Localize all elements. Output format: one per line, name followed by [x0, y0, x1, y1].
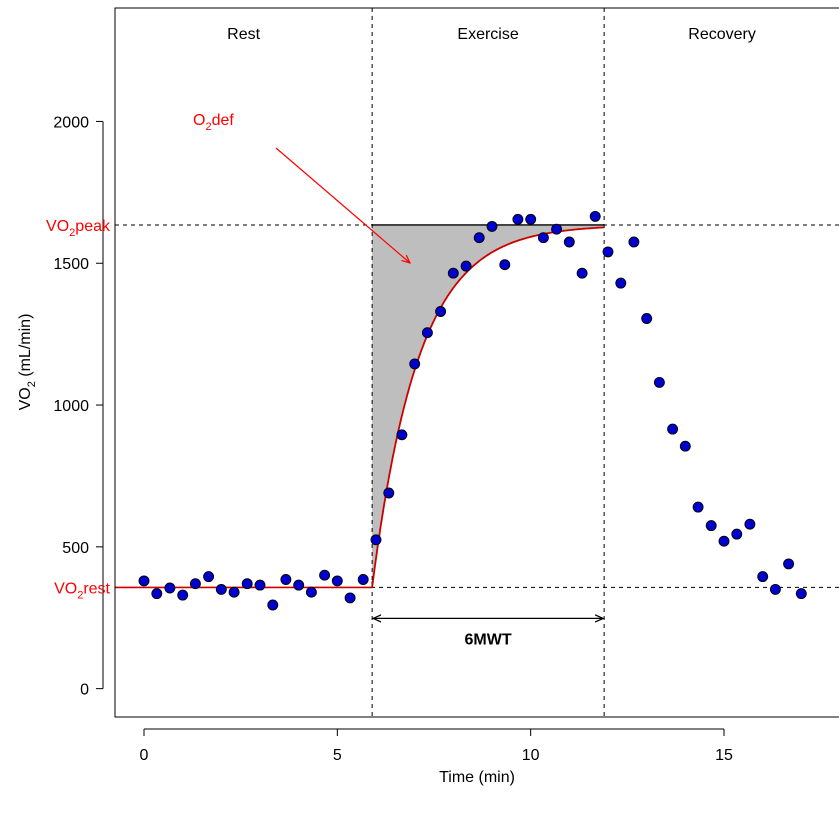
data-point [744, 518, 756, 530]
data-point [615, 277, 627, 289]
data-point [319, 569, 331, 581]
axes: 0 5 10 15 0 500 1000 1500 2000 [53, 114, 733, 764]
data-point [151, 588, 163, 600]
data-point [280, 574, 292, 585]
fit-exponential-curve [371, 226, 605, 588]
y-tick-label: 500 [62, 540, 89, 557]
data-point [705, 520, 717, 532]
data-point [435, 306, 447, 317]
x-tick-label: 0 [140, 747, 149, 764]
data-point [641, 313, 653, 324]
data-point [460, 260, 472, 272]
data-point [177, 589, 189, 601]
data-point [421, 327, 433, 339]
o2-deficit-arrow [275, 147, 410, 263]
plot-frame [114, 7, 839, 718]
data-point [499, 259, 511, 271]
data-point [370, 534, 382, 546]
data-point [783, 558, 795, 570]
data-point [757, 571, 769, 583]
data-point [486, 220, 498, 232]
data-point [254, 579, 266, 591]
data-point [344, 592, 356, 604]
data-point [228, 586, 240, 598]
fit-curve [115, 226, 605, 589]
data-point [576, 267, 588, 279]
data-point [189, 578, 201, 590]
data-point [473, 232, 485, 244]
o2-deficit-label: O2def [193, 112, 234, 133]
phase-label-rest: Rest [227, 26, 260, 43]
phase-label-exercise: Exercise [457, 26, 518, 43]
phase-label-recovery: Recovery [688, 26, 756, 43]
data-point [602, 246, 614, 258]
data-point [305, 586, 317, 598]
data-point [512, 213, 524, 225]
data-point [537, 232, 549, 244]
data-point [241, 578, 253, 590]
data-points [138, 210, 807, 611]
x-tick-label: 10 [522, 747, 540, 764]
data-point [138, 575, 150, 587]
data-point [525, 213, 537, 225]
data-point [769, 583, 781, 595]
data-point [589, 210, 601, 222]
data-point [267, 599, 279, 611]
data-point [692, 501, 704, 513]
data-point [667, 423, 679, 435]
y-tick-label: 1000 [53, 398, 89, 415]
vo2-peak-label: VO2peak [46, 218, 111, 239]
x-axis-title: Time (min) [439, 769, 515, 786]
oxygen-deficit-fill [372, 225, 605, 588]
oxygen-deficit-area [372, 225, 605, 588]
data-point [396, 429, 408, 441]
data-point [383, 487, 395, 499]
x-tick-label: 15 [715, 747, 733, 764]
y-tick-label: 0 [80, 682, 89, 699]
data-point [718, 535, 730, 547]
data-point [653, 376, 665, 388]
y-tick-label: 1500 [53, 256, 89, 273]
y-axis-title: VO2 (mL/min) [17, 314, 38, 411]
data-point [164, 582, 176, 594]
data-point [551, 223, 563, 235]
data-point [293, 579, 305, 591]
data-point [409, 358, 421, 370]
y-tick-label: 2000 [53, 114, 89, 131]
x-tick-label: 5 [333, 747, 342, 764]
data-point [331, 575, 343, 587]
data-point [447, 267, 459, 279]
test-duration-label: 6MWT [465, 631, 512, 648]
data-point [795, 588, 807, 600]
vo2-rest-label: VO2rest [54, 580, 110, 601]
data-point [628, 236, 640, 248]
data-point [203, 571, 215, 583]
data-point [215, 583, 227, 595]
data-point [563, 236, 575, 248]
data-point [679, 440, 691, 452]
data-point [731, 528, 743, 540]
data-point [357, 574, 369, 585]
